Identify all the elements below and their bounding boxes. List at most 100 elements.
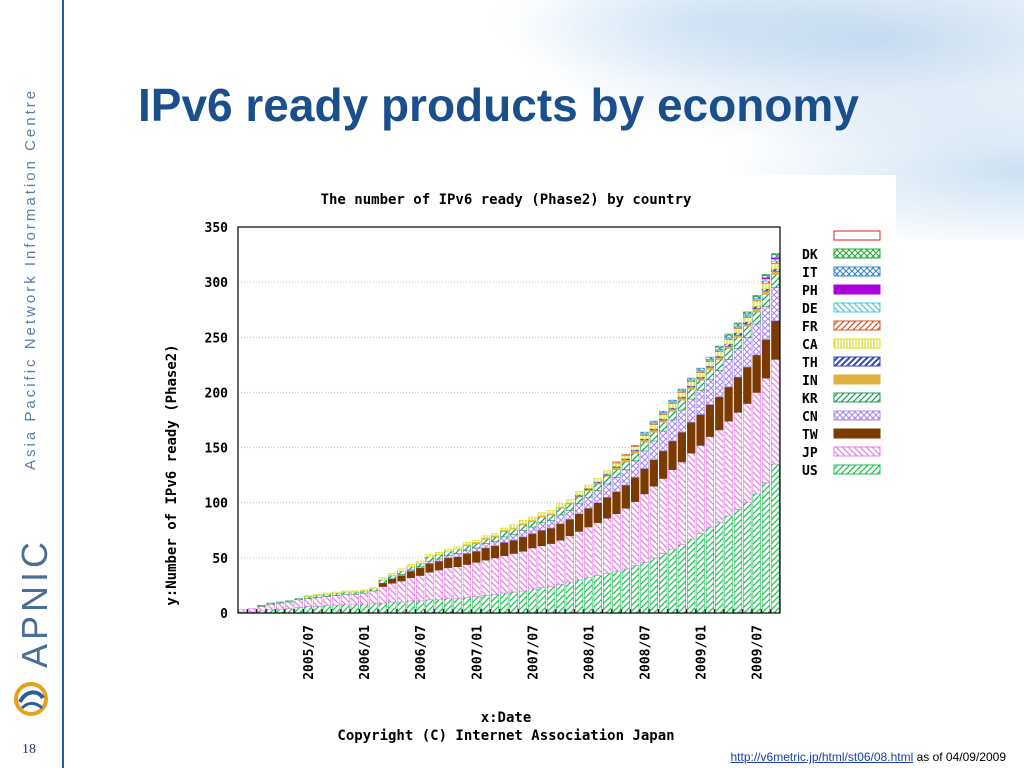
bar-segment-ca [705,361,715,367]
bar-segment-cn [537,522,546,531]
bar-segment-cn [500,536,509,543]
bar-segment-in [659,419,668,423]
bar-segment-kr [584,490,593,498]
legend-label: TW [802,428,818,443]
bar-segment-kr [275,601,285,604]
bar-segment-tw [546,527,556,544]
bar-segment-jp [444,567,453,599]
bar-segment-kr [285,600,294,603]
legend-swatch [833,338,881,349]
bar-segment-tw [752,354,761,393]
bar-segment-ca [659,414,668,420]
bar-segment-dk [715,345,724,348]
bar-segment-kr [621,461,630,470]
bar-segment-cn [462,549,472,554]
bar-segment-cn [621,469,630,486]
bar-segment-jp [687,452,696,540]
bar-segment-us [285,608,294,614]
bar-segment-in [640,439,649,443]
bar-segment-th [733,332,743,336]
bar-segment-jp [490,557,500,595]
legend-swatch [833,248,881,259]
bar-segment-kr [659,421,668,432]
bar-segment-in [668,408,677,412]
bar-segment-us [687,538,696,614]
bar-segment-jp [388,582,397,603]
bar-segment-jp [556,539,565,585]
bar-segment-ca [677,392,687,398]
legend-swatch [833,410,881,421]
bar-segment-ca [303,595,313,597]
bar-segment-it [687,377,696,380]
y-tick-label: 250 [205,331,229,346]
bar-segment-kr [593,483,602,491]
bar-segment-th [752,306,761,309]
bar-segment-th [771,268,780,272]
bar-segment-tw [565,518,574,537]
bar-segment-ca [584,484,593,489]
bar-segment-tw [388,578,397,584]
bar-segment-jp [247,608,257,613]
bar-segment-dk [743,311,752,314]
bar-segment-us [481,595,490,614]
source-link[interactable]: http://v6metric.jp/html/st06/08.html [730,750,914,764]
bar-segment-ca [388,572,397,576]
bar-segment-jp [369,590,378,604]
bar-segment-us [350,603,359,614]
bar-segment-it [715,346,724,350]
bar-segment-cn [444,555,453,559]
bar-segment-tw [631,477,640,502]
bar-segment-kr [696,379,705,391]
bar-segment-kr [444,550,453,556]
bar-segment-jp [331,595,341,606]
bar-segment-us [565,581,574,614]
legend-swatch [833,230,881,241]
bar-segment-ca [322,592,331,595]
bar-segment-kr [397,570,406,575]
bar-segment-kr [313,595,322,598]
bar-segment-jp [509,553,518,593]
chart-panel: The number of IPv6 ready (Phase2) by cou… [150,175,896,750]
bar-segment-kr [612,469,621,478]
bar-segment-in [752,308,761,313]
bar-segment-us [715,522,724,614]
bar-segment-jp [752,392,761,495]
bar-segment-cn [518,529,528,538]
y-tick-label: 350 [205,221,229,236]
bar-segment-ca [369,587,378,590]
bar-segment-kr [649,431,658,442]
bar-segment-tw [444,557,453,569]
bar-segment-ca [406,564,416,567]
bar-segment-kr [602,475,612,485]
bar-segment-us [425,599,434,614]
bar-segment-tw [490,545,500,559]
bar-segment-kr [388,575,397,580]
x-tick-label: 2008/07 [639,625,654,680]
bar-segment-th [743,321,752,325]
bar-segment-in [761,290,771,295]
bar-segment-in [724,345,733,349]
bar-segment-ca [593,478,602,483]
apnic-logo-icon [14,682,48,716]
bar-segment-us [556,584,565,614]
bar-segment-kr [631,452,640,462]
bar-segment-us [546,586,556,614]
bar-segment-us [724,515,733,614]
bar-segment-us [649,557,658,614]
bar-segment-jp [696,445,705,534]
bar-segment-kr [294,598,303,601]
bar-segment-tw [612,491,621,515]
y-tick-label: 300 [205,276,229,291]
bar-segment-jp [238,609,247,613]
bar-segment-us [360,603,369,614]
bar-segment-ca [378,577,387,581]
bar-segment-kr [481,538,490,544]
bar-segment-us [705,526,715,614]
bar-segment-tw [743,366,752,404]
bar-segment-ca [687,381,696,387]
bar-segment-fr [631,445,640,447]
bar-segment-cn [771,287,780,322]
bar-segment-kr [341,591,350,595]
bar-segment-dk [733,322,743,325]
bar-segment-tw [705,404,715,437]
